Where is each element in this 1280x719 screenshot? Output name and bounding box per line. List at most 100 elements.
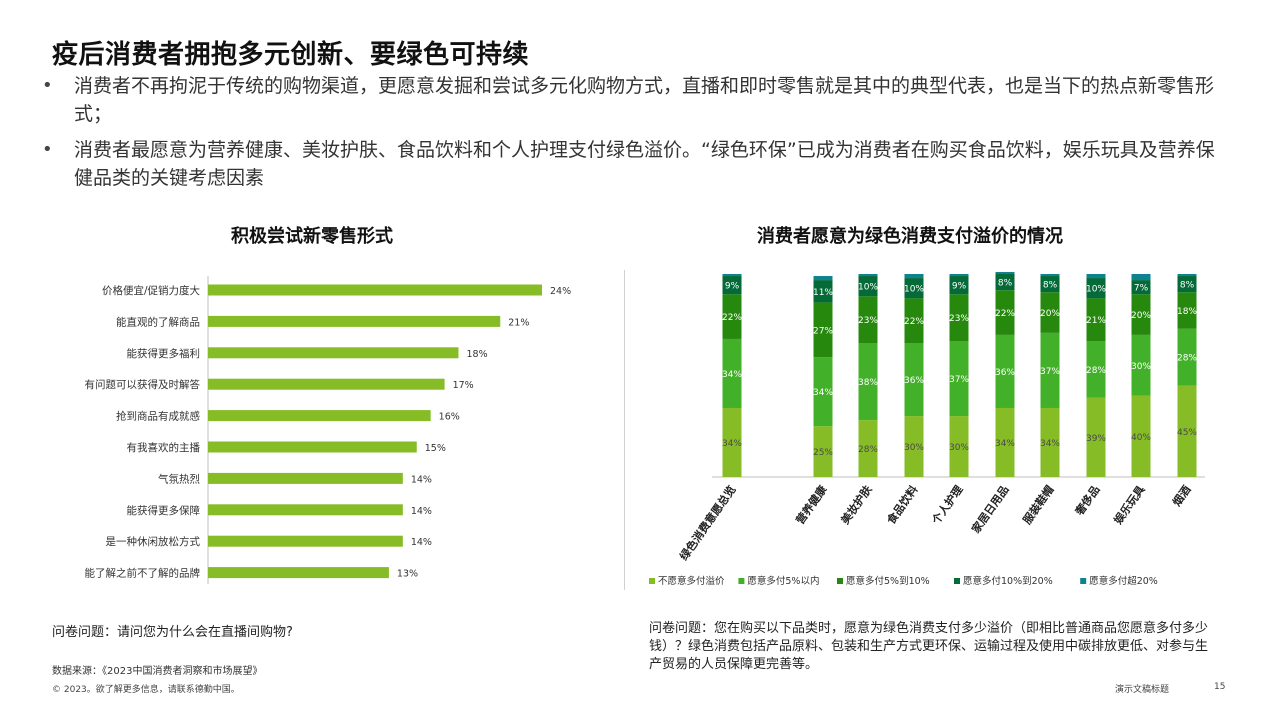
stacked-bar-segment [1131,334,1151,396]
left-category-label: 有我喜欢的主播 [127,441,201,454]
stacked-value-label: 39% [1086,434,1106,444]
legend-swatch [649,578,655,584]
stacked-bar-segment [813,302,833,358]
stacked-value-label: 36% [995,368,1015,378]
stacked-bar-segment [858,296,878,344]
left-category-label: 气氛热烈 [158,472,200,485]
stacked-bar-segment [1040,332,1060,408]
right-category-label: 娱乐玩具 [1111,483,1148,527]
left-bar [208,535,403,547]
left-category-label: 价格便宜/促销力度大 [102,284,201,297]
legend-swatch [1080,578,1087,584]
stacked-bar-segment [904,274,924,279]
left-value-label: 13% [397,569,418,580]
left-value-label: 16% [439,412,460,423]
stacked-value-label: 30% [904,443,924,453]
left-bar [208,567,389,579]
right-category-label: 家居日用品 [968,483,1011,536]
stacked-value-label: 22% [995,309,1015,319]
stacked-bar-segment [813,280,833,303]
left-bar [208,472,403,484]
stacked-bar-segment [1177,328,1197,386]
stacked-bar-segment [995,334,1015,408]
left-value-label: 17% [453,380,474,391]
stacked-bar-segment [949,276,969,295]
legend-swatch [738,578,745,584]
right-category-label: 个人护理 [928,483,965,528]
chart-divider [624,270,625,590]
stacked-value-label: 23% [949,314,969,324]
left-value-label: 14% [411,537,432,548]
stacked-value-label: 37% [949,375,969,385]
stacked-value-label: 28% [858,445,878,455]
stacked-bar-segment [1086,274,1106,279]
left-category-label: 能直观的了解商品 [116,315,200,328]
stacked-value-label: 10% [1086,285,1106,295]
stacked-bar-segment [722,338,742,408]
stacked-bar-segment [722,407,742,477]
right-category-label: 美妆护肤 [838,482,875,527]
left-value-label: 21% [508,317,529,328]
stacked-bar-segment [1177,274,1197,277]
stacked-value-label: 10% [858,283,878,293]
bullet-symbol: • [42,139,53,160]
right-category-label: 绿色消费意愿总览 [677,483,739,563]
stacked-value-label: 20% [1131,311,1151,321]
stacked-value-label: 8% [1043,281,1058,291]
legend-entry: 愿意多付超20% [1089,575,1158,587]
page-title: 疫后消费者拥抱多元创新、要绿色可持续 [52,40,530,70]
stacked-value-label: 11% [813,288,833,298]
stacked-bar-segment [1177,292,1197,329]
stacked-bar-segment [1131,274,1151,281]
stacked-value-label: 40% [1131,433,1151,443]
stacked-bar-segment [813,426,833,477]
stacked-bar-segment [858,420,878,477]
page-number: 15 [1214,682,1226,692]
stacked-value-label: 18% [1177,307,1197,317]
left-category-label: 有问题可以获得及时解答 [85,378,201,391]
left-category-label: 能了解之前不了解的品牌 [85,567,201,580]
stacked-bar-segment [904,278,924,299]
left-bar [208,378,445,390]
left-value-label: 14% [411,506,432,517]
stacked-value-label: 20% [1040,309,1060,319]
stacked-value-label: 45% [1177,428,1197,438]
stacked-value-label: 21% [1086,316,1106,326]
left-value-label: 15% [425,443,446,454]
stacked-bar-segment [858,274,878,277]
stacked-value-label: 7% [1134,284,1149,294]
left-category-label: 抢到商品有成就感 [116,410,200,423]
left-bar [208,284,542,296]
stacked-bar-segment [1131,395,1151,477]
stacked-bar-segment [1086,397,1106,477]
stacked-bar-segment [722,294,742,339]
stacked-bar-segment [858,276,878,297]
legend-entry: 不愿意多付溢价 [658,575,725,587]
stacked-bar-segment [1040,292,1060,333]
right-question-text: 问卷问题：您在购买以下品类时，愿意为绿色消费支付多少溢价（即相比普通商品您愿意多… [649,621,1209,672]
stacked-bar-segment [813,276,833,281]
bullet-list: • 消费者不再拘泥于传统的购物渠道，更愿意发掘和尝试多元化购物方式，直播和即时零… [40,72,1220,200]
stacked-bar-segment [858,343,878,421]
stacked-value-label: 27% [813,326,833,336]
stacked-bar-segment [949,340,969,417]
left-category-label: 能获得更多福利 [127,347,201,360]
stacked-bar-segment [1177,276,1197,293]
stacked-bar-segment [904,416,924,477]
bullet-item: • 消费者最愿意为营养健康、美妆护肤、食品饮料和个人护理支付绿色溢价。“绿色环保… [40,136,1220,192]
stacked-value-label: 22% [722,313,742,323]
stacked-bar-segment [995,271,1015,274]
left-question-text: 问卷问题：请问您为什么会在直播间购物? [52,625,293,640]
stacked-value-label: 22% [904,317,924,327]
stacked-bar-segment [813,357,833,427]
left-bar [208,410,431,422]
legend-entry: 愿意多付10%到20% [963,575,1053,587]
stacked-bar-segment [949,274,969,277]
right-chart-title: 消费者愿意为绿色消费支付溢价的情况 [757,226,1063,247]
right-category-label: 食品饮料 [884,483,921,527]
stacked-bar-segment [904,343,924,417]
stacked-bar-segment [949,294,969,341]
bullet-text: 消费者最愿意为营养健康、美妆护肤、食品饮料和个人护理支付绿色溢价。“绿色环保”已… [74,139,1215,189]
legend-swatch [837,578,843,584]
